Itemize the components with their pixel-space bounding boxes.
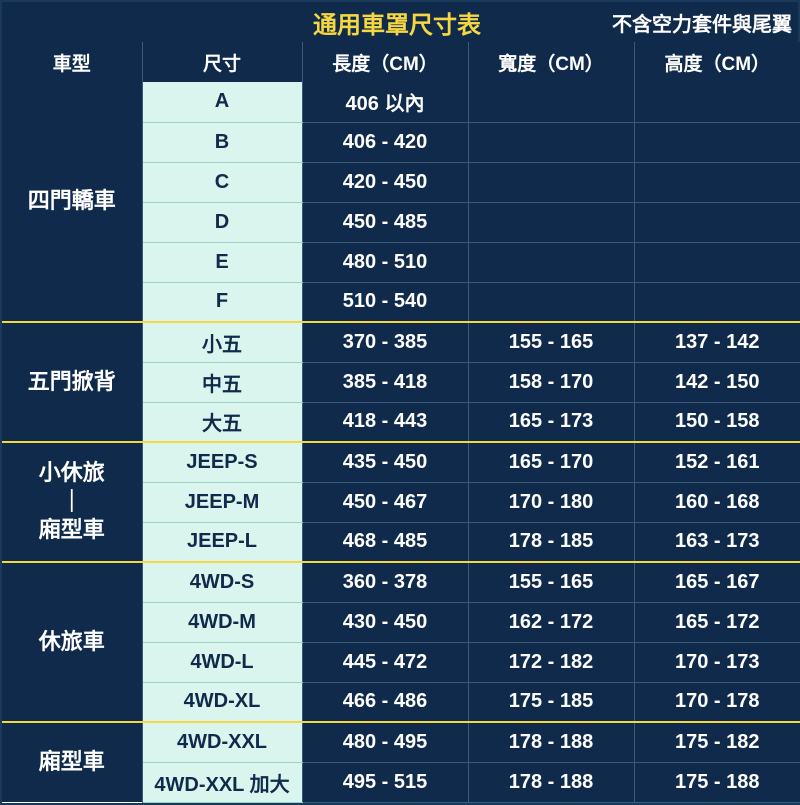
header-row: 車型 尺寸 長度（CM） 寬度（CM） 高度（CM） [2,42,800,82]
length-cell: 445 - 472 [302,642,468,682]
col-header-category: 車型 [2,42,142,82]
table-row: 小休旅｜廂型車JEEP-S435 - 450165 - 170152 - 161 [2,442,800,482]
length-cell: 510 - 540 [302,282,468,322]
size-cell: D [142,202,302,242]
length-cell: 480 - 510 [302,242,468,282]
col-header-length: 長度（CM） [302,42,468,82]
title-row: 通用車罩尺寸表 不含空力套件與尾翼 [2,2,798,42]
width-cell [468,82,634,122]
size-cell: 4WD-XL [142,682,302,722]
width-cell: 172 - 182 [468,642,634,682]
height-cell: 160 - 168 [634,482,800,522]
size-cell: JEEP-S [142,442,302,482]
length-cell: 406 - 420 [302,122,468,162]
table-title: 通用車罩尺寸表 [2,5,612,40]
table-row: 五門掀背小五370 - 385155 - 165137 - 142 [2,322,800,362]
length-cell: 406 以內 [302,82,468,122]
width-cell: 155 - 165 [468,322,634,362]
height-cell: 175 - 188 [634,762,800,802]
size-chart-table: 通用車罩尺寸表 不含空力套件與尾翼 車型 尺寸 長度（CM） 寬度（CM） 高度… [0,0,800,805]
size-cell: 小五 [142,322,302,362]
width-cell [468,202,634,242]
width-cell: 158 - 170 [468,362,634,402]
width-cell: 175 - 185 [468,682,634,722]
size-cell: JEEP-L [142,522,302,562]
length-cell: 418 - 443 [302,402,468,442]
height-cell [634,202,800,242]
category-cell: 四門轎車 [2,82,142,322]
width-cell: 155 - 165 [468,562,634,602]
height-cell: 175 - 182 [634,722,800,762]
height-cell: 170 - 178 [634,682,800,722]
width-cell [468,242,634,282]
size-cell: 大五 [142,402,302,442]
table-row: 休旅車4WD-S360 - 378155 - 165165 - 167 [2,562,800,602]
height-cell: 142 - 150 [634,362,800,402]
category-cell: 休旅車 [2,562,142,722]
width-cell: 178 - 188 [468,722,634,762]
length-cell: 450 - 485 [302,202,468,242]
height-cell: 165 - 172 [634,602,800,642]
width-cell: 170 - 180 [468,482,634,522]
size-cell: B [142,122,302,162]
width-cell [468,162,634,202]
size-cell: JEEP-M [142,482,302,522]
length-cell: 430 - 450 [302,602,468,642]
category-cell: 廂型車 [2,722,142,802]
col-header-size: 尺寸 [142,42,302,82]
height-cell: 165 - 167 [634,562,800,602]
category-cell: 小休旅｜廂型車 [2,442,142,562]
height-cell: 152 - 161 [634,442,800,482]
length-cell: 420 - 450 [302,162,468,202]
height-cell [634,122,800,162]
size-cell: 中五 [142,362,302,402]
size-cell: 4WD-L [142,642,302,682]
length-cell: 466 - 486 [302,682,468,722]
table-row: 四門轎車A406 以內 [2,82,800,122]
length-cell: 468 - 485 [302,522,468,562]
size-cell: 4WD-M [142,602,302,642]
width-cell [468,122,634,162]
length-cell: 480 - 495 [302,722,468,762]
length-cell: 360 - 378 [302,562,468,602]
size-cell: F [142,282,302,322]
length-cell: 450 - 467 [302,482,468,522]
width-cell: 178 - 188 [468,762,634,802]
width-cell [468,282,634,322]
data-table: 車型 尺寸 長度（CM） 寬度（CM） 高度（CM） 四門轎車A406 以內B4… [2,42,800,803]
length-cell: 370 - 385 [302,322,468,362]
height-cell: 137 - 142 [634,322,800,362]
height-cell [634,162,800,202]
size-cell: A [142,82,302,122]
length-cell: 435 - 450 [302,442,468,482]
size-cell: 4WD-XXL [142,722,302,762]
width-cell: 165 - 173 [468,402,634,442]
table-row: 廂型車4WD-XXL480 - 495178 - 188175 - 182 [2,722,800,762]
height-cell [634,82,800,122]
height-cell: 170 - 173 [634,642,800,682]
height-cell: 163 - 173 [634,522,800,562]
col-header-height: 高度（CM） [634,42,800,82]
height-cell: 150 - 158 [634,402,800,442]
height-cell [634,242,800,282]
height-cell [634,282,800,322]
width-cell: 162 - 172 [468,602,634,642]
width-cell: 178 - 185 [468,522,634,562]
width-cell: 165 - 170 [468,442,634,482]
col-header-width: 寬度（CM） [468,42,634,82]
category-cell: 五門掀背 [2,322,142,442]
table-note: 不含空力套件與尾翼 [612,8,798,37]
size-cell: C [142,162,302,202]
size-cell: E [142,242,302,282]
size-cell: 4WD-XXL 加大 [142,762,302,802]
length-cell: 495 - 515 [302,762,468,802]
size-cell: 4WD-S [142,562,302,602]
length-cell: 385 - 418 [302,362,468,402]
